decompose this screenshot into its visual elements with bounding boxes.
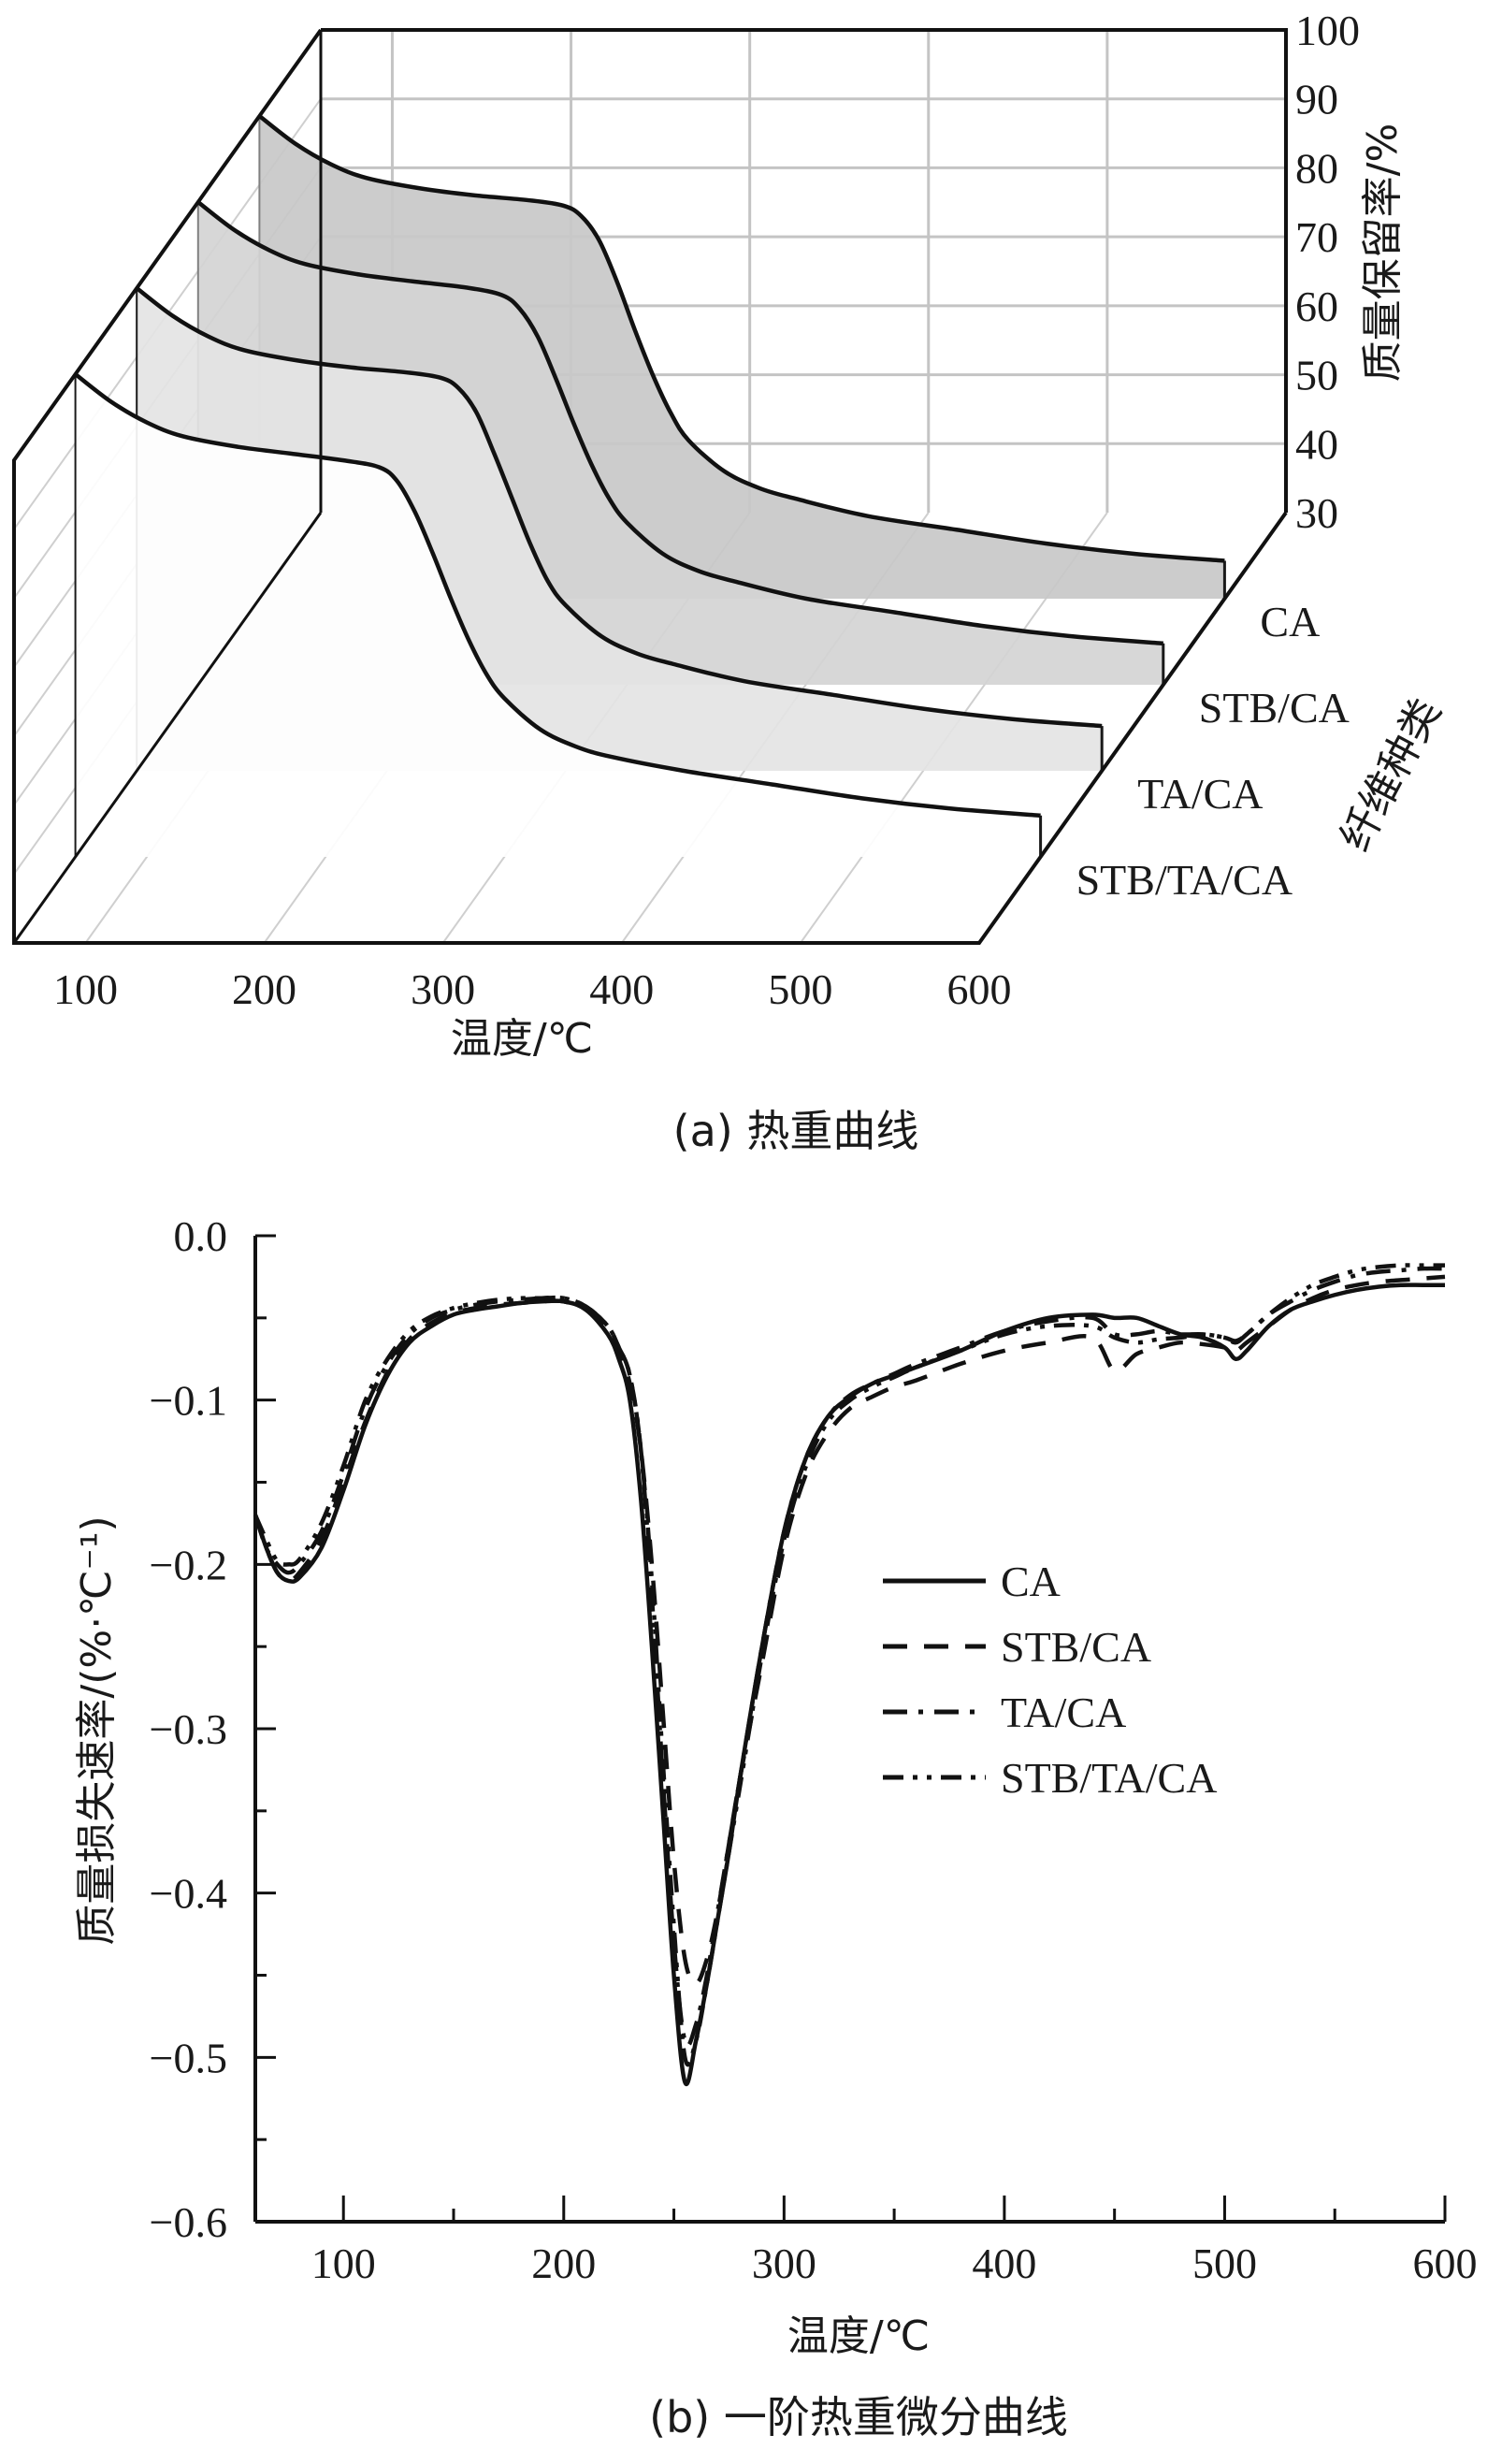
x-tick-label: 100 xyxy=(53,965,118,1013)
legend-item: TA/CA xyxy=(883,1689,1126,1736)
dtg-chart: 0.0 −0.1 −0.2 −0.3 −0.4 −0.5 −0.6 100 200 300 400… xyxy=(73,1212,1478,2442)
series-line-stb-ca xyxy=(253,1274,1446,1986)
series-stb-ta-ca xyxy=(74,372,1043,857)
x-tick-label: 100 xyxy=(311,2239,376,2287)
y-tick-label: −0.4 xyxy=(150,1870,227,1918)
y-tick-label: 30 xyxy=(1295,489,1338,537)
y-tick-label: 50 xyxy=(1295,352,1338,399)
series-group xyxy=(253,1263,1446,2087)
x-tick-label: 600 xyxy=(947,965,1012,1013)
y-tick-label: −0.1 xyxy=(150,1377,227,1425)
x-tick-label: 400 xyxy=(972,2239,1036,2287)
series-line xyxy=(196,200,1163,646)
x-tick-labels: 100 200 300 400 500 600 xyxy=(53,965,1012,1013)
y-tick-labels: 30 40 50 60 70 80 90 100 xyxy=(1295,7,1360,537)
series-line xyxy=(258,114,1225,563)
y-tick-label: 100 xyxy=(1295,7,1360,54)
x-tick-label: 500 xyxy=(1192,2239,1257,2287)
y-tick-label: −0.5 xyxy=(150,2034,227,2081)
caption-b: (b) 一阶热重微分曲线 xyxy=(649,2392,1068,2442)
caption-a: (a) 热重曲线 xyxy=(673,1106,919,1156)
y-tick-labels: 0.0 −0.1 −0.2 −0.3 −0.4 −0.5 −0.6 xyxy=(150,1212,227,2246)
x-tick-label: 200 xyxy=(232,965,296,1013)
category-label: STB/TA/CA xyxy=(1076,856,1293,904)
x-tick-label: 400 xyxy=(589,965,654,1013)
series-area xyxy=(75,374,1041,857)
y-tick-label: 40 xyxy=(1295,420,1338,468)
category-labels: CA STB/CA TA/CA STB/TA/CA xyxy=(1076,598,1350,904)
legend-item: CA xyxy=(883,1558,1061,1605)
y-tick-label: −0.3 xyxy=(150,1705,227,1753)
x-tick-label: 200 xyxy=(531,2239,596,2287)
series-line-ca xyxy=(253,1283,1445,2087)
legend-item: STB/CA xyxy=(883,1623,1151,1671)
legend-item: STB/TA/CA xyxy=(883,1754,1217,1802)
category-label: TA/CA xyxy=(1137,770,1263,818)
legend-label: TA/CA xyxy=(1001,1689,1126,1736)
x-tick-labels: 100 200 300 400 500 600 xyxy=(311,2239,1478,2287)
floor-left-edge xyxy=(12,512,323,944)
legend: CA STB/CA TA/CA STB/TA/CA xyxy=(883,1558,1217,1802)
category-label: CA xyxy=(1260,598,1320,645)
legend-label: CA xyxy=(1001,1558,1061,1605)
axes xyxy=(253,1234,1447,2224)
x-axis-label: 温度/℃ xyxy=(451,1015,593,1063)
x-tick-label: 300 xyxy=(411,965,475,1013)
y-axis-label: 质量损失速率/(%·℃⁻¹) xyxy=(73,1515,121,1945)
x-axis-label: 温度/℃ xyxy=(787,2312,930,2360)
x-tick-label: 300 xyxy=(752,2239,816,2287)
category-label: STB/CA xyxy=(1199,684,1350,732)
axis-frame xyxy=(12,28,1288,945)
x-tick-label: 600 xyxy=(1413,2239,1478,2287)
y-tick-label: −0.6 xyxy=(150,2198,227,2246)
legend-label: STB/CA xyxy=(1001,1623,1151,1671)
legend-label: STB/TA/CA xyxy=(1001,1754,1217,1802)
y-tick-label: 80 xyxy=(1295,144,1338,192)
y-tick-label: 0.0 xyxy=(174,1212,228,1260)
y-tick-label: 70 xyxy=(1295,213,1338,261)
y-tick-label: 90 xyxy=(1295,76,1338,123)
y-axis-label: 质量保留率/% xyxy=(1359,123,1407,383)
back-wall-border xyxy=(321,28,1288,513)
series-line xyxy=(135,286,1103,729)
series-line-stb-ta-ca xyxy=(253,1263,1445,2067)
y-tick-label: −0.2 xyxy=(150,1541,227,1588)
series-line-ta-ca xyxy=(253,1266,1446,2049)
series-group xyxy=(74,114,1226,857)
x-tick-label: 500 xyxy=(768,965,832,1013)
y-tick-label: 60 xyxy=(1295,283,1338,330)
series-line xyxy=(74,372,1041,819)
tga-3d-chart: 30 40 50 60 70 80 90 100 100 200 300 400 500 600 CA S… xyxy=(12,7,1451,1156)
